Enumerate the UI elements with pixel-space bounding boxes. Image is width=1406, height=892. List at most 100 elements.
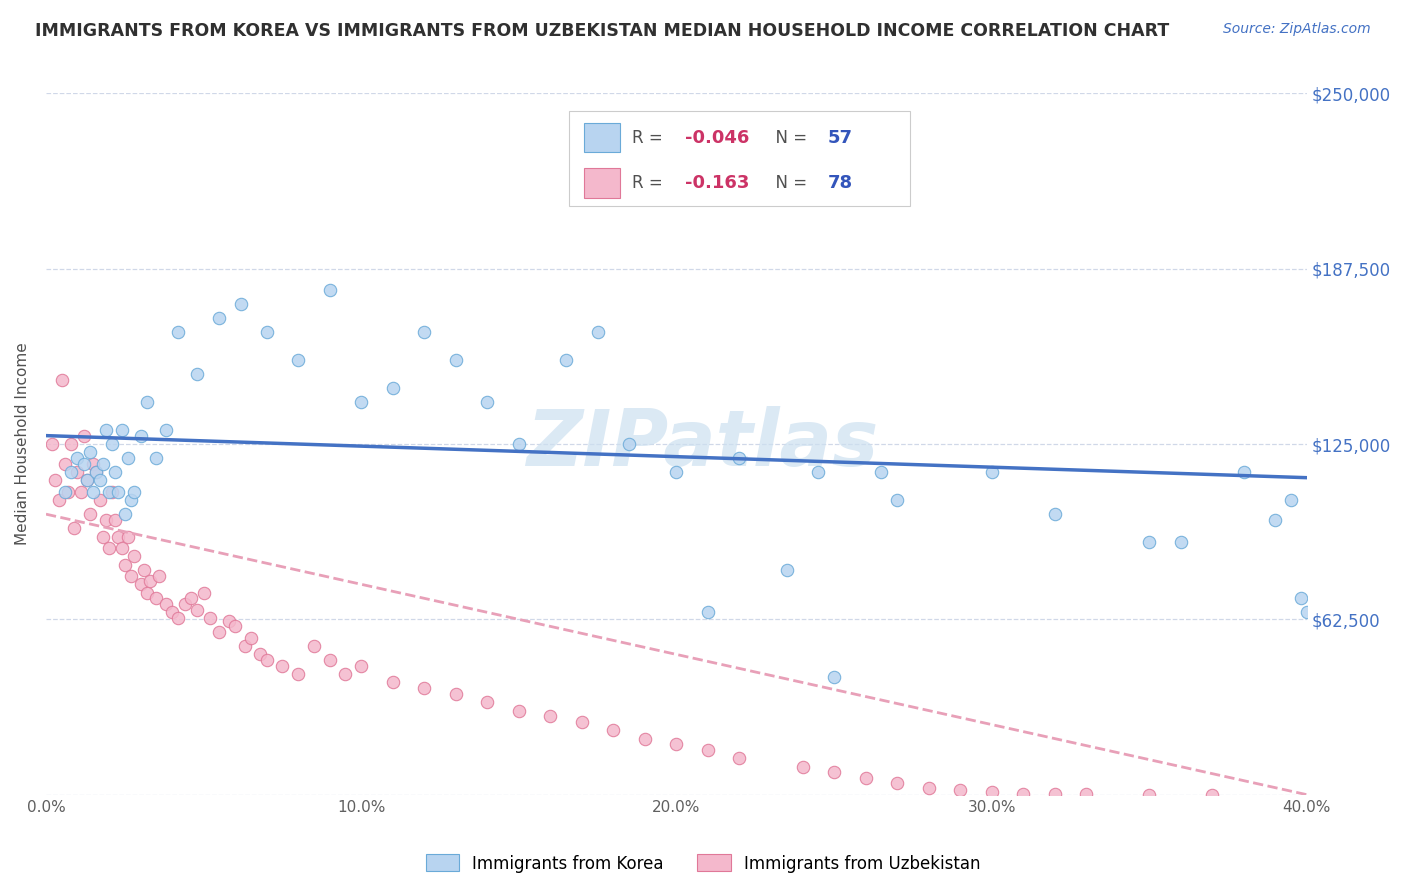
Point bbox=[82, 457, 104, 471]
Point bbox=[91, 457, 114, 471]
Point bbox=[139, 574, 162, 589]
Point bbox=[256, 325, 278, 339]
Text: IMMIGRANTS FROM KOREA VS IMMIGRANTS FROM UZBEKISTAN MEDIAN HOUSEHOLD INCOME CORR: IMMIGRANTS FROM KOREA VS IMMIGRANTS FROM… bbox=[35, 22, 1170, 40]
Point bbox=[697, 743, 720, 757]
Point bbox=[980, 465, 1002, 479]
Point bbox=[101, 484, 124, 499]
Point bbox=[1137, 788, 1160, 802]
Point bbox=[53, 457, 76, 471]
Point bbox=[66, 465, 89, 479]
Point bbox=[148, 569, 170, 583]
Point bbox=[697, 605, 720, 619]
Point bbox=[186, 367, 208, 381]
Point bbox=[173, 597, 195, 611]
Point bbox=[980, 785, 1002, 799]
Point bbox=[73, 428, 96, 442]
Point bbox=[120, 569, 142, 583]
Point bbox=[1289, 591, 1312, 606]
Point bbox=[381, 381, 404, 395]
Point bbox=[208, 310, 231, 325]
Point bbox=[41, 437, 63, 451]
Point bbox=[104, 465, 127, 479]
Point bbox=[233, 639, 256, 653]
Point bbox=[335, 667, 357, 681]
Point bbox=[98, 541, 121, 555]
Text: Source: ZipAtlas.com: Source: ZipAtlas.com bbox=[1223, 22, 1371, 37]
FancyBboxPatch shape bbox=[585, 169, 620, 198]
Point bbox=[249, 648, 271, 662]
Point bbox=[155, 423, 177, 437]
Text: 78: 78 bbox=[828, 174, 853, 192]
Point bbox=[287, 667, 309, 681]
Point bbox=[122, 484, 145, 499]
Point bbox=[776, 563, 799, 577]
Point bbox=[135, 585, 157, 599]
Point bbox=[60, 465, 83, 479]
Point bbox=[94, 423, 117, 437]
Text: 57: 57 bbox=[828, 128, 853, 146]
Point bbox=[129, 428, 152, 442]
Text: N =: N = bbox=[765, 174, 813, 192]
Point bbox=[79, 445, 101, 459]
FancyBboxPatch shape bbox=[569, 111, 910, 205]
Point bbox=[76, 474, 98, 488]
Point bbox=[69, 484, 91, 499]
Point bbox=[155, 597, 177, 611]
Point bbox=[51, 372, 73, 386]
Y-axis label: Median Household Income: Median Household Income bbox=[15, 343, 30, 545]
Point bbox=[444, 687, 467, 701]
Point bbox=[114, 558, 136, 572]
Point bbox=[1137, 535, 1160, 549]
Point bbox=[350, 658, 373, 673]
Point bbox=[381, 675, 404, 690]
Point bbox=[302, 639, 325, 653]
Point bbox=[167, 325, 190, 339]
Point bbox=[886, 493, 908, 508]
Point bbox=[350, 395, 373, 409]
Point bbox=[1043, 507, 1066, 521]
Point bbox=[728, 451, 751, 466]
Point bbox=[111, 423, 134, 437]
Point bbox=[114, 507, 136, 521]
Point bbox=[73, 457, 96, 471]
Point bbox=[167, 611, 190, 625]
Point bbox=[444, 352, 467, 367]
Point bbox=[66, 451, 89, 466]
Point bbox=[823, 765, 845, 780]
Point bbox=[318, 653, 340, 667]
Point bbox=[792, 759, 814, 773]
Point bbox=[44, 474, 66, 488]
Point bbox=[107, 530, 129, 544]
Point bbox=[89, 493, 111, 508]
Point bbox=[98, 484, 121, 499]
Point bbox=[823, 670, 845, 684]
Point bbox=[1170, 535, 1192, 549]
Point bbox=[917, 780, 939, 795]
Point bbox=[53, 484, 76, 499]
Point bbox=[602, 723, 624, 738]
Point bbox=[318, 283, 340, 297]
Point bbox=[586, 325, 609, 339]
Point bbox=[413, 681, 436, 695]
Point bbox=[508, 437, 530, 451]
Point bbox=[48, 493, 70, 508]
Point bbox=[665, 737, 688, 751]
Point bbox=[477, 395, 499, 409]
Text: R =: R = bbox=[633, 128, 668, 146]
Point bbox=[145, 451, 167, 466]
Point bbox=[82, 484, 104, 499]
Point bbox=[413, 325, 436, 339]
Point bbox=[555, 352, 578, 367]
Point bbox=[145, 591, 167, 606]
Point bbox=[508, 704, 530, 718]
Point bbox=[886, 776, 908, 790]
Legend: Immigrants from Korea, Immigrants from Uzbekistan: Immigrants from Korea, Immigrants from U… bbox=[419, 847, 987, 880]
Point bbox=[1043, 787, 1066, 801]
Point bbox=[256, 653, 278, 667]
Point bbox=[86, 465, 108, 479]
Point bbox=[186, 602, 208, 616]
Point bbox=[122, 549, 145, 564]
Point bbox=[101, 437, 124, 451]
Point bbox=[132, 563, 155, 577]
Point bbox=[91, 530, 114, 544]
